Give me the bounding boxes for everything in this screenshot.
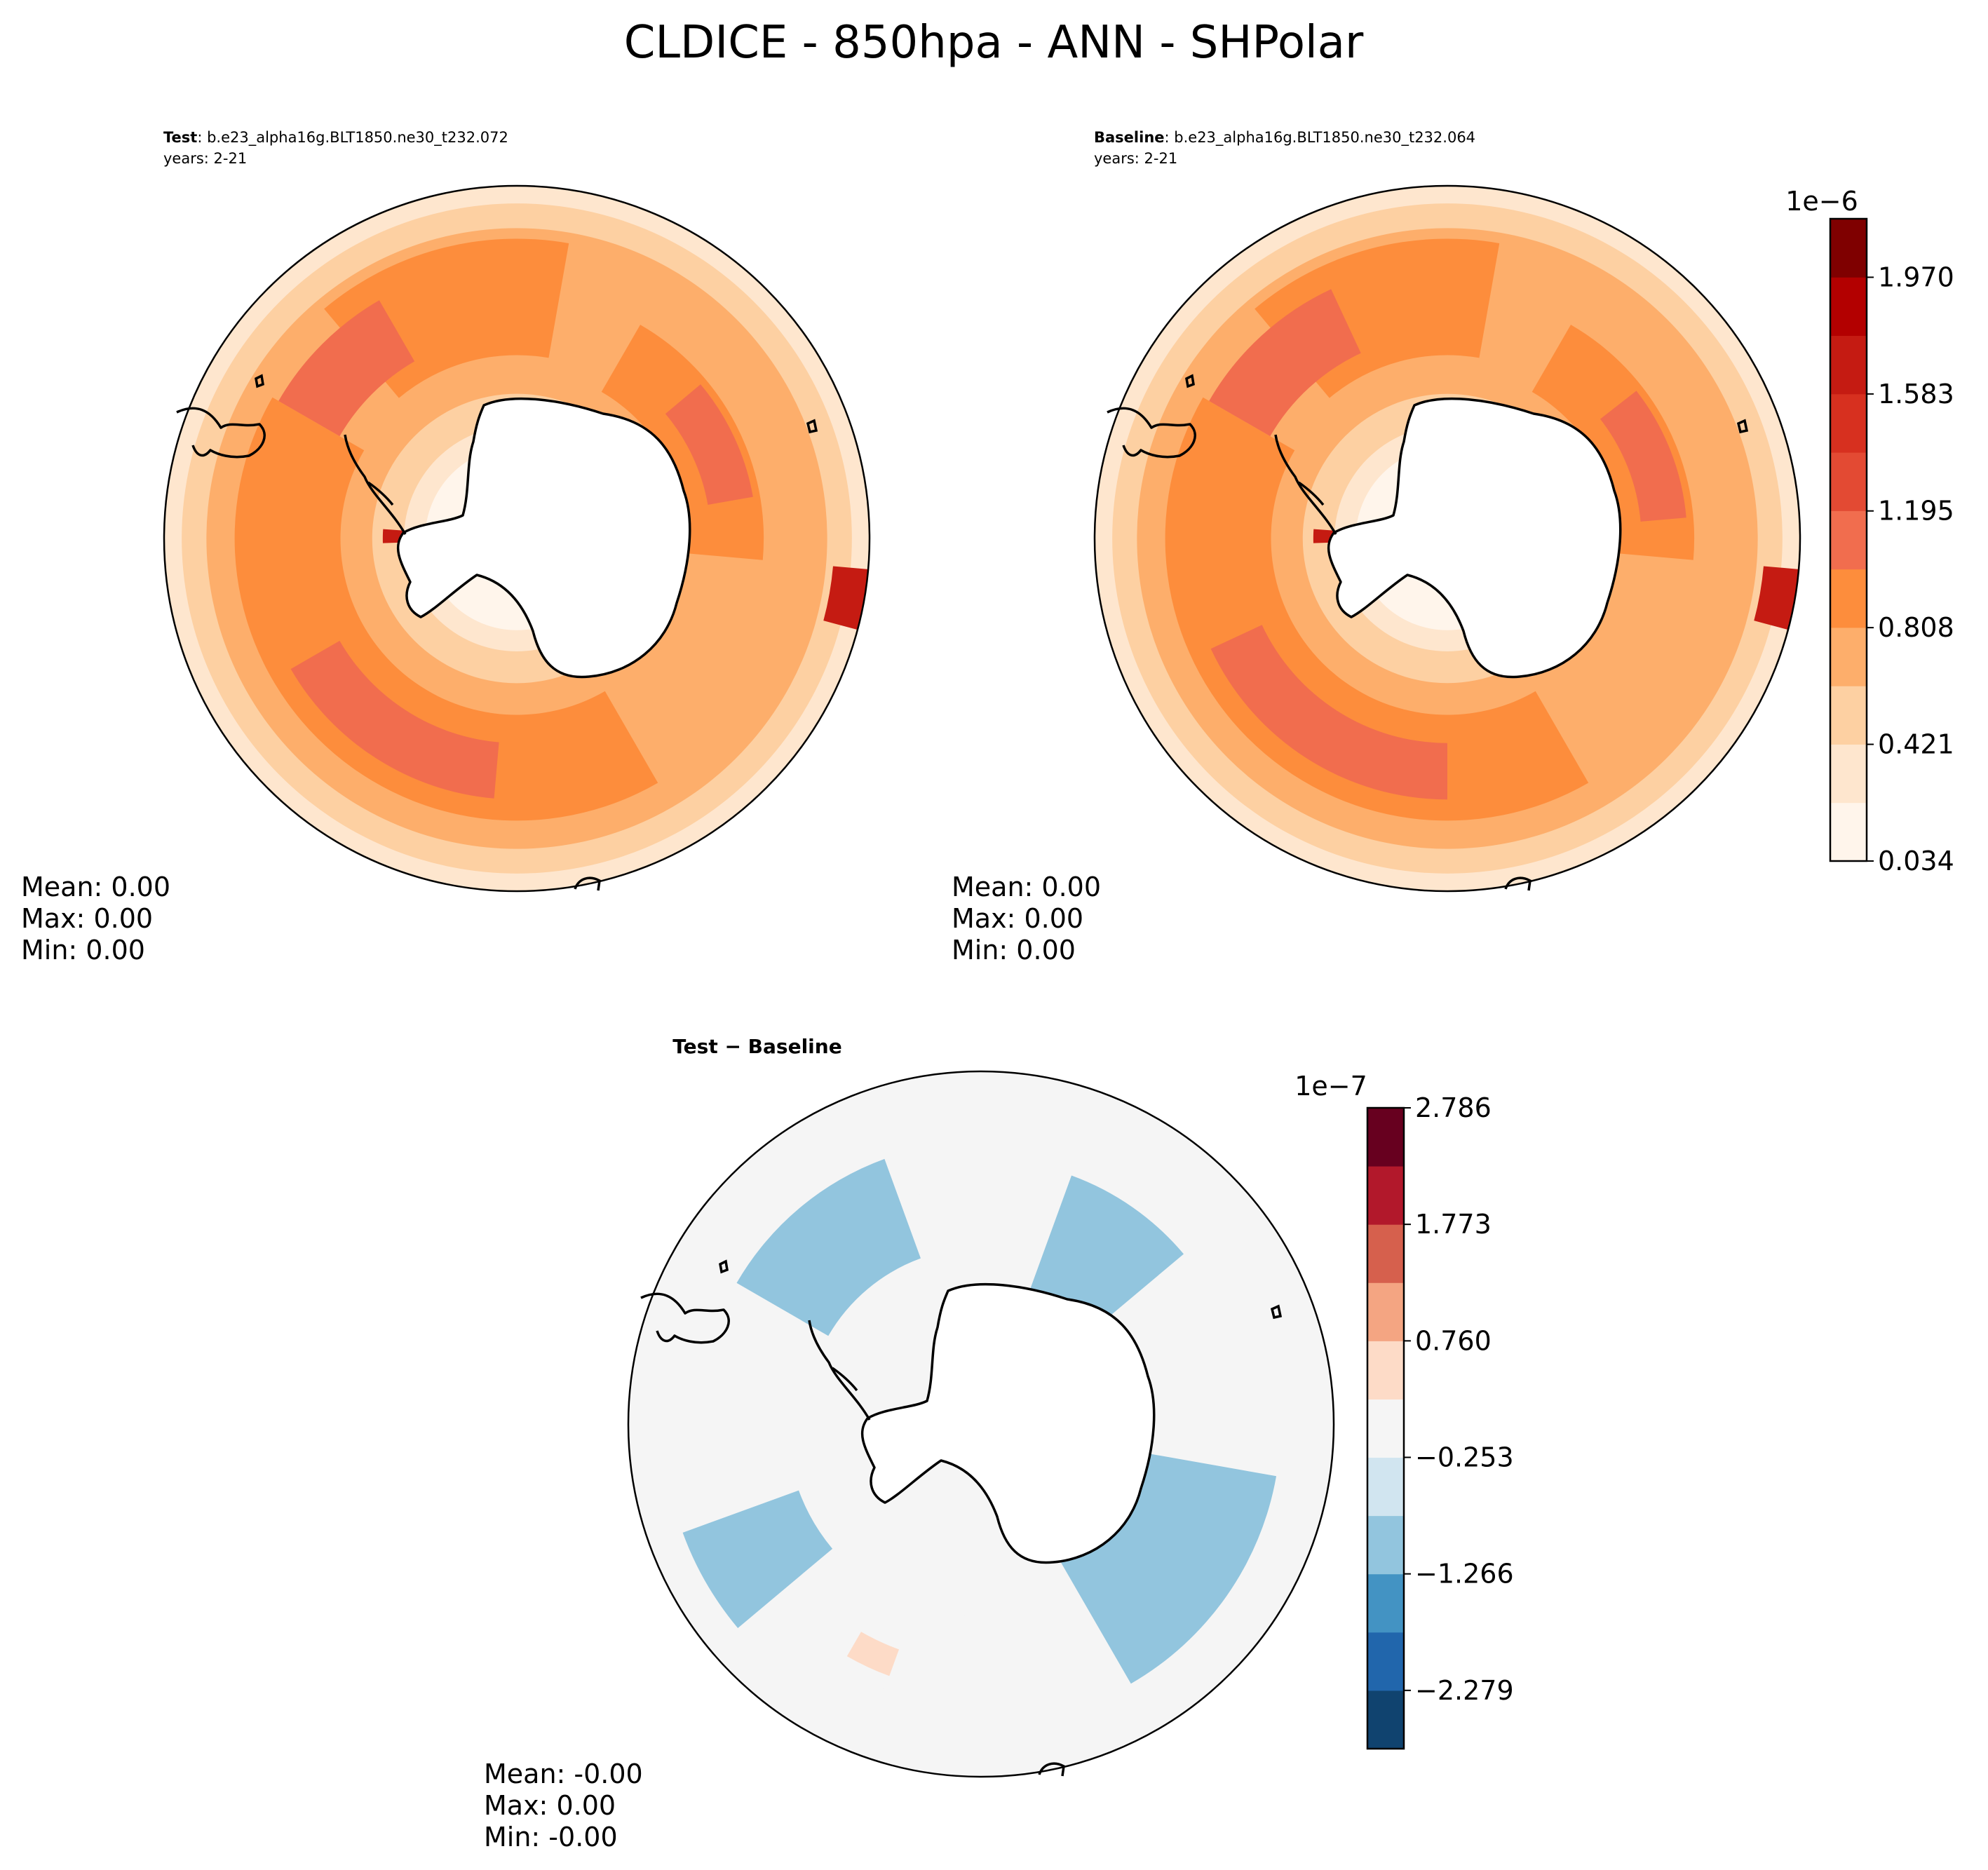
colorbar-diff-tick-label-1: −1.266 — [1415, 1559, 1514, 1590]
panel-test-label-text: : b.e23_alpha16g.BLT1850.ne30_t232.072 — [197, 129, 508, 147]
contour-region-baseline-8 — [1600, 391, 1686, 522]
colorbar-abs-segment-3 — [1830, 627, 1867, 686]
island-test-2 — [806, 419, 818, 434]
colorbar-diff-segment-1 — [1367, 1632, 1404, 1691]
south-america-test — [176, 407, 266, 459]
contour-region-baseline-6 — [1210, 625, 1447, 800]
stat-max-baseline: Max: 0.00 — [952, 903, 1083, 934]
panel-baseline-years: years: 2-21 — [1094, 150, 1177, 167]
colorbar-diff-segment-0 — [1367, 1690, 1404, 1749]
south-america-baseline — [1107, 407, 1196, 459]
colorbar-diff-tick-label-4: 1.773 — [1415, 1209, 1492, 1240]
colorbar-abs-tick-label-3: 1.195 — [1878, 496, 1954, 527]
colorbar-abs-tick-label-4: 1.583 — [1878, 379, 1954, 409]
colorbar-abs-segment-9 — [1830, 277, 1867, 337]
map-border-test — [163, 184, 871, 893]
colorbar-diff-segment-4 — [1367, 1457, 1404, 1517]
contour-layer-baseline — [1095, 186, 1800, 891]
colorbar-diff-segment-9 — [1367, 1166, 1404, 1225]
colorbar-diff-segment-2 — [1367, 1573, 1404, 1633]
contour-region-baseline-9 — [1754, 566, 1799, 630]
figure-title: CLDICE - 850hpa - ANN - SHPolar — [624, 17, 1364, 69]
colorbar-abs-tick-label-2: 0.808 — [1878, 612, 1954, 643]
panel-test-label: Test: b.e23_alpha16g.BLT1850.ne30_t232.0… — [163, 129, 508, 147]
panel-difference: Test − Baseline Mean: -0.00 Max: 0.00 Mi… — [484, 1035, 1335, 1852]
panel-difference-label: Test − Baseline — [672, 1035, 841, 1058]
colorbar-absolute: 1e−6 0.034 0.421 0.808 1.195 1.583 1.970 — [1785, 186, 1954, 876]
colorbar-abs-segment-10 — [1830, 219, 1867, 278]
stat-max-difference: Max: 0.00 — [484, 1790, 616, 1821]
panel-test: Test: b.e23_alpha16g.BLT1850.ne30_t232.0… — [21, 129, 871, 966]
stat-min-baseline: Min: 0.00 — [952, 935, 1076, 966]
island-test — [255, 374, 264, 388]
panel-baseline-label: Baseline: b.e23_alpha16g.BLT1850.ne30_t2… — [1094, 129, 1475, 147]
peninsula-baseline — [1274, 434, 1337, 535]
colorbar-diff-segment-5 — [1367, 1399, 1404, 1458]
island-baseline-2 — [1736, 419, 1749, 434]
colorbar-abs-segment-1 — [1830, 744, 1867, 804]
colorbar-diff-tick-label-3: 0.760 — [1415, 1325, 1492, 1356]
panel-test-label-bold: Test — [163, 129, 197, 146]
panel-baseline-label-text: : b.e23_alpha16g.BLT1850.ne30_t232.064 — [1165, 129, 1476, 147]
contour-region-difference-8 — [846, 1632, 900, 1676]
map-border-difference — [627, 1070, 1335, 1778]
panel-baseline: Baseline: b.e23_alpha16g.BLT1850.ne30_t2… — [952, 129, 1801, 966]
colorbar-difference-scale: 1e−7 — [1294, 1071, 1367, 1102]
stat-mean-test: Mean: 0.00 — [21, 872, 170, 902]
colorbar-abs-segment-2 — [1830, 686, 1867, 745]
colorbar-abs-segment-6 — [1830, 452, 1867, 511]
colorbar-abs-segment-7 — [1830, 393, 1867, 453]
stat-mean-baseline: Mean: 0.00 — [952, 872, 1101, 902]
south-america-difference — [640, 1292, 730, 1344]
stat-max-test: Max: 0.00 — [21, 903, 153, 934]
colorbar-difference: 1e−7 −2.279 −1.266 −0.253 0.760 1.773 2.786 — [1294, 1071, 1514, 1750]
contour-region-difference-2 — [736, 1158, 921, 1336]
island-difference — [719, 1259, 729, 1274]
contour-region-test-6 — [290, 640, 499, 799]
antarctica-difference — [860, 1282, 1156, 1564]
colorbar-abs-segment-0 — [1830, 802, 1867, 862]
contour-region-test-8 — [665, 384, 753, 505]
island-difference-2 — [1270, 1304, 1283, 1320]
contour-region-difference-7 — [917, 1177, 981, 1271]
peninsula-test — [344, 434, 407, 535]
colorbar-diff-segment-8 — [1367, 1224, 1404, 1283]
stat-mean-difference: Mean: -0.00 — [484, 1759, 643, 1789]
contour-region-baseline-7 — [1209, 289, 1361, 437]
contour-region-difference-5 — [819, 1583, 947, 1702]
colorbar-diff-tick-label-5: 2.786 — [1415, 1092, 1492, 1123]
contour-region-difference-6 — [961, 1597, 1020, 1643]
contour-region-difference-3 — [682, 1490, 833, 1628]
antarctica-baseline — [1327, 397, 1622, 679]
contour-layer-test — [164, 186, 870, 891]
stat-min-test: Min: 0.00 — [21, 935, 145, 966]
contour-region-test-7 — [278, 300, 415, 437]
antarctica-test — [396, 397, 691, 679]
colorbar-diff-frame — [1366, 1106, 1405, 1750]
colorbar-diff-tick-label-2: −0.253 — [1415, 1442, 1514, 1473]
colorbar-abs-tick-label-5: 1.970 — [1878, 262, 1954, 292]
panel-test-years: years: 2-21 — [163, 150, 247, 167]
stat-min-difference: Min: -0.00 — [484, 1822, 618, 1852]
colorbar-abs-tick-label-0: 0.034 — [1878, 846, 1954, 876]
colorbar-abs-segment-8 — [1830, 335, 1867, 395]
colorbar-abs-segment-4 — [1830, 569, 1867, 628]
colorbar-diff-segment-10 — [1367, 1108, 1404, 1167]
colorbar-diff-segment-3 — [1367, 1515, 1404, 1575]
colorbar-diff-segment-6 — [1367, 1341, 1404, 1400]
colorbar-abs-segment-5 — [1830, 510, 1867, 570]
peninsula-difference — [808, 1320, 871, 1421]
contour-region-test-9 — [823, 566, 869, 630]
island-baseline — [1185, 374, 1195, 388]
colorbar-absolute-scale: 1e−6 — [1785, 186, 1858, 217]
colorbar-abs-frame — [1829, 217, 1868, 862]
colorbar-diff-tick-label-0: −2.279 — [1415, 1675, 1514, 1706]
map-border-baseline — [1093, 184, 1801, 893]
panel-baseline-label-bold: Baseline — [1094, 129, 1165, 146]
colorbar-abs-tick-label-1: 0.421 — [1878, 729, 1954, 760]
colorbar-diff-segment-7 — [1367, 1282, 1404, 1341]
